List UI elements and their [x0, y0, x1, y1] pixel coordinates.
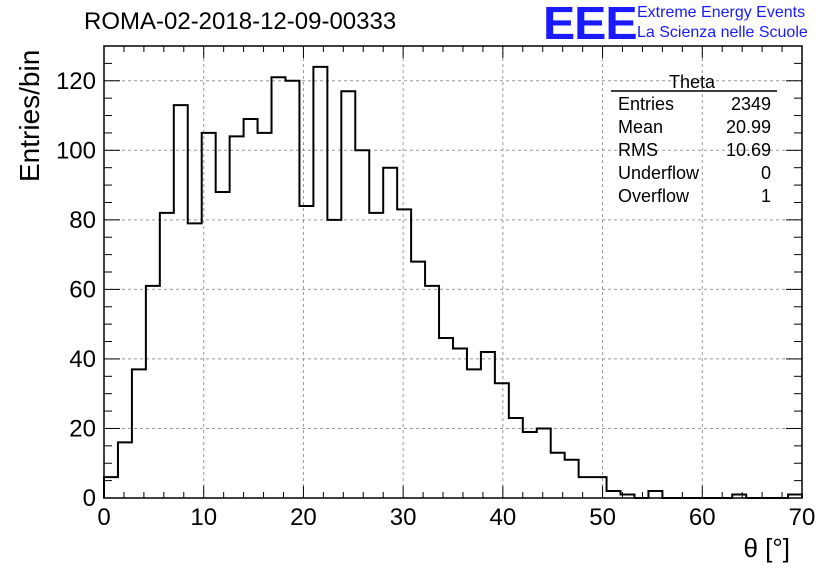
y-tick-label: 60 — [69, 276, 96, 303]
histogram-bin — [146, 286, 160, 498]
logo-subtitle-line1: Extreme Energy Events — [637, 4, 806, 21]
histogram-bin — [118, 442, 132, 498]
grid-lines — [104, 46, 802, 498]
histogram-bin — [537, 428, 551, 498]
histogram-bin — [439, 338, 453, 498]
x-tick-label: 60 — [689, 504, 716, 531]
histogram-bin — [299, 206, 313, 498]
histogram-bin — [188, 223, 202, 498]
run-title: ROMA-02-2018-12-09-00333 — [84, 8, 397, 35]
x-tick-label: 30 — [390, 504, 417, 531]
x-tick-labels: 0 10 20 30 40 50 60 70 — [97, 504, 815, 531]
x-tick-label: 40 — [490, 504, 517, 531]
histogram-bin — [607, 491, 621, 498]
histogram-bin — [481, 352, 495, 498]
x-tick-label: 0 — [97, 504, 110, 531]
histogram-bin — [244, 119, 258, 498]
x-tick-label: 50 — [589, 504, 616, 531]
y-tick-label: 0 — [83, 485, 96, 512]
stats-box-title: Theta — [669, 72, 716, 92]
histogram-bin — [467, 369, 481, 498]
stats-label: Underflow — [618, 163, 700, 183]
y-tick-label: 40 — [69, 346, 96, 373]
histogram-bin — [579, 477, 593, 498]
y-tick-labels: 0 20 40 60 80 100 120 — [56, 68, 96, 512]
stats-label: Entries — [618, 94, 674, 114]
stats-label: Mean — [618, 117, 663, 137]
histogram-bin — [453, 348, 467, 498]
histogram-bin — [593, 477, 607, 498]
histogram-bin — [565, 460, 579, 498]
histogram-bin — [495, 383, 509, 498]
histogram-bin — [160, 213, 174, 498]
histogram-bin — [369, 213, 383, 498]
histogram-bin — [509, 418, 523, 498]
histogram-bin — [383, 168, 397, 498]
stats-value: 1 — [761, 186, 771, 206]
histogram-bins — [104, 67, 802, 498]
eee-logo: EEE — [543, 0, 638, 49]
stats-value: 20.99 — [726, 117, 771, 137]
stats-value: 0 — [761, 163, 771, 183]
histogram-bin — [648, 491, 662, 498]
histogram-bin — [216, 192, 230, 498]
stats-value: 2349 — [731, 94, 771, 114]
histogram-bin — [425, 286, 439, 498]
y-tick-label: 100 — [56, 137, 96, 164]
histogram-bin — [174, 105, 188, 498]
histogram-outline — [103, 65, 803, 499]
plot-frame — [103, 45, 803, 499]
histogram-bin — [132, 369, 146, 498]
y-tick-label: 20 — [69, 415, 96, 442]
y-tick-label: 80 — [69, 207, 96, 234]
histogram-bin — [341, 91, 355, 498]
histogram-bin — [523, 432, 537, 498]
stats-value: 10.69 — [726, 140, 771, 160]
y-tick-label: 120 — [56, 68, 96, 95]
histogram-bin — [258, 133, 272, 498]
axis-ticks — [103, 45, 803, 499]
x-tick-label: 10 — [190, 504, 217, 531]
histogram-bin — [355, 150, 369, 498]
stats-label: RMS — [618, 140, 658, 160]
histogram-bin — [272, 77, 286, 498]
histogram-bin — [397, 209, 411, 498]
histogram-bin — [313, 67, 327, 498]
stats-label: Overflow — [618, 186, 690, 206]
x-tick-label: 20 — [290, 504, 317, 531]
stats-box: Theta Entries 2349 Mean 20.99 RMS 10.69 … — [611, 72, 777, 206]
x-axis-label: θ [°] — [743, 533, 790, 563]
x-tick-label: 70 — [789, 504, 816, 531]
histogram-bin — [230, 136, 244, 498]
y-axis-label: Entries/bin — [14, 49, 45, 182]
histogram-bin — [551, 453, 565, 498]
logo-subtitle-line2: La Scienza nelle Scuole — [637, 24, 808, 41]
histogram-bin — [411, 262, 425, 498]
